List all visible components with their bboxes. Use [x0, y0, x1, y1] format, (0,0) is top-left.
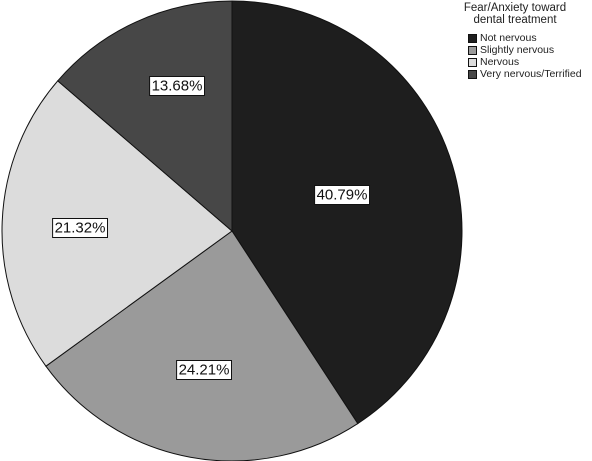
- legend-title: Fear/Anxiety toward dental treatment: [440, 2, 590, 26]
- slice-label-not-nervous: 40.79%: [314, 185, 371, 205]
- legend-swatch-nervous: [468, 57, 477, 67]
- slice-label-box-not-nervous: [314, 185, 371, 205]
- slice-label-nervous: 21.32%: [52, 218, 108, 238]
- slice-value-slightly-nervous: 24.21%: [179, 362, 230, 379]
- slice-label-slightly-nervous: 24.21%: [176, 360, 233, 380]
- slice-value-very-nervous-terrified: 13.68%: [152, 78, 203, 95]
- legend-label-very-nervous-terrified: Very nervous/Terrified: [480, 68, 582, 80]
- legend-swatch-slightly-nervous: [468, 45, 477, 55]
- slice-label-box-nervous: [52, 218, 108, 238]
- legend-label-nervous: Nervous: [480, 56, 520, 68]
- legend-title-line-2: dental treatment: [473, 14, 557, 26]
- legend: Fear/Anxiety toward dental treatment Not…: [440, 2, 590, 80]
- pie-slice-slightly-nervous: [45, 230, 359, 461]
- legend-item-slightly-nervous: Slightly nervous: [468, 44, 590, 56]
- legend-swatch-not-nervous: [468, 33, 477, 43]
- pie-slice-nervous: [1, 80, 233, 367]
- slice-label-box-very-nervous-terrified: [149, 76, 206, 96]
- legend-item-nervous: Nervous: [468, 56, 590, 68]
- legend-label-not-nervous: Not nervous: [480, 32, 537, 44]
- legend-label-slightly-nervous: Slightly nervous: [480, 44, 555, 56]
- pie-slice-very-nervous-terrified: [57, 0, 233, 233]
- pie-slice-not-nervous: [231, 0, 463, 425]
- legend-item-very-nervous-terrified: Very nervous/Terrified: [468, 68, 590, 80]
- legend-item-not-nervous: Not nervous: [468, 32, 590, 44]
- slice-label-very-nervous-terrified: 13.68%: [149, 76, 206, 96]
- slice-value-nervous: 21.32%: [55, 220, 106, 237]
- slice-label-box-slightly-nervous: [176, 360, 233, 380]
- slice-value-not-nervous: 40.79%: [317, 187, 368, 204]
- legend-swatch-very-nervous-terrified: [468, 69, 477, 79]
- legend-title-line-1: Fear/Anxiety toward: [463, 2, 567, 14]
